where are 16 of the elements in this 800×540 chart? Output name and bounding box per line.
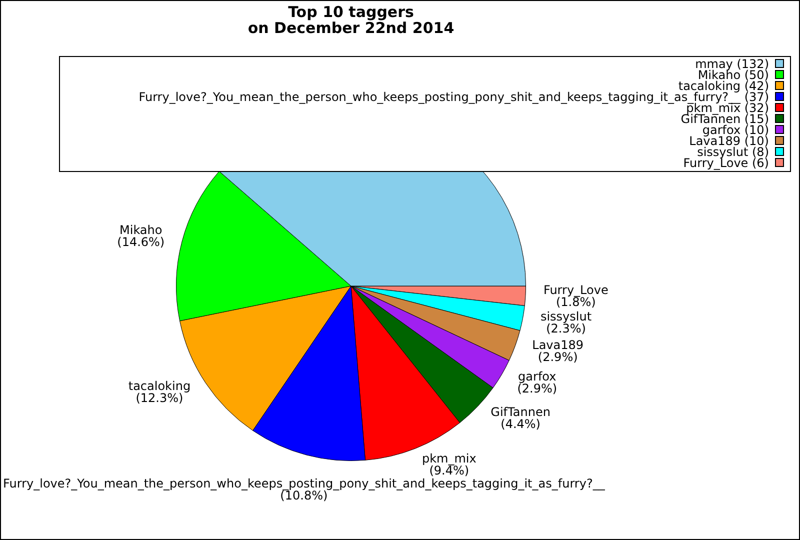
legend-label: GifTannen (15) [680,112,769,126]
legend-label: tacaloking (42) [678,79,769,93]
legend-label: sissyslut (8) [697,145,769,159]
data-label: garfox (2.9%) [517,370,558,396]
legend-label: mmay (132) [695,57,769,71]
data-label: GifTannen (4.4%) [490,404,550,431]
data-label: Mikaho (14.6%) [117,223,165,250]
legend-label: Furry_love?_You_mean_the_person_who_keeps_posting_pony_shit_and_keeps_tagging_it_as_furry?__ (37) [138,90,769,104]
chart-title: Top 10 taggers on December 22nd 2014 [246,3,456,37]
data-label: Lava189 (2.9%) [532,338,584,364]
data-label: tacaloking (12.3%) [128,378,191,405]
data-label: Furry_Love (1.8%) [543,283,608,310]
data-label: pkm_mix (9.4%) [422,451,476,478]
legend-label: garfox (10) [702,123,769,137]
data-label: Furry_love?_You_mean_the_person_who_keeps_posting_pony_shit_and_keeps_tagging_it_as_furry?__ (10.8%) [2,476,606,503]
data-label: sissyslut (2.3%) [540,310,592,336]
